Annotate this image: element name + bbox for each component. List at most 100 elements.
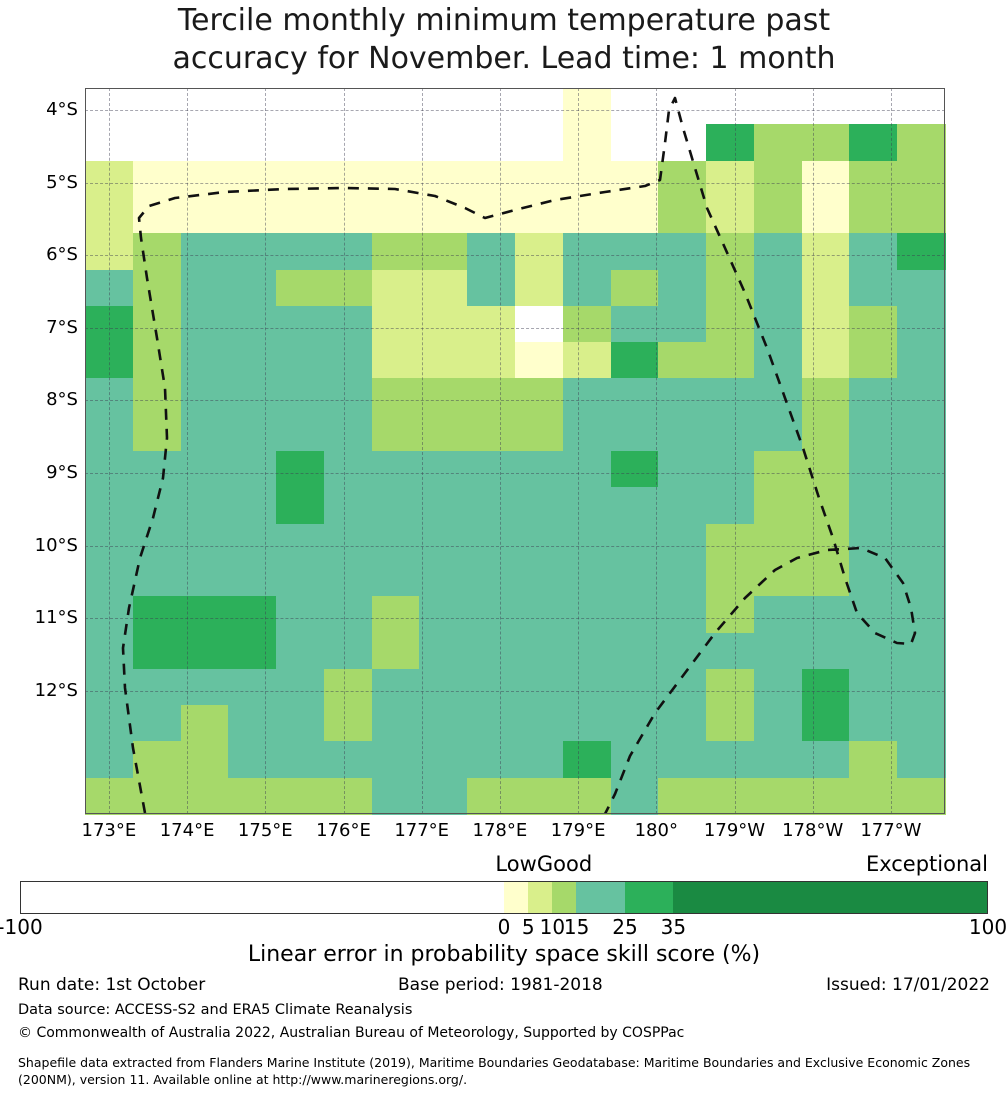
heatmap-cell [371, 233, 421, 271]
heatmap-cell [562, 342, 612, 379]
heatmap-cell [515, 233, 564, 271]
heatmap-cell [897, 705, 946, 742]
heatmap-cell [467, 414, 516, 452]
heatmap-cell [801, 705, 851, 742]
heatmap-cell [132, 777, 182, 815]
heatmap-cell [562, 596, 612, 634]
heatmap-cell [180, 378, 229, 416]
heatmap-cell [180, 596, 229, 634]
colorbar-tick-label: 100 [968, 915, 1008, 939]
heatmap-cell [132, 305, 182, 343]
colorbar-band [624, 882, 674, 913]
heatmap-cell [228, 451, 277, 488]
heatmap-cell [706, 741, 755, 779]
heatmap-cell [132, 342, 182, 379]
heatmap-cell [562, 777, 612, 815]
heatmap-cell [323, 451, 373, 488]
heatmap-cell [419, 668, 468, 706]
heatmap-cell [180, 233, 229, 271]
heatmap-cell [515, 196, 564, 234]
heatmap-cell [706, 269, 755, 307]
heatmap-cell [753, 342, 803, 379]
heatmap-cell [801, 305, 851, 343]
heatmap-cell [753, 668, 803, 706]
heatmap-cell [419, 451, 468, 488]
heatmap-cell [849, 668, 898, 706]
heatmap-cell [658, 305, 707, 343]
heatmap-cell [562, 124, 612, 162]
heatmap-cell [132, 414, 182, 452]
heatmap-cell [85, 378, 134, 416]
heatmap-cell [515, 378, 564, 416]
y-axis-tick-label: 8°S [46, 389, 78, 411]
heatmap-cell [180, 451, 229, 488]
heatmap-cell [610, 705, 659, 742]
heatmap-cell [897, 124, 946, 162]
heatmap-cell [228, 160, 277, 198]
heatmap-cell [753, 777, 803, 815]
heatmap-cell [562, 378, 612, 416]
heatmap-cell [562, 305, 612, 343]
colorbar-tick-label: 5 [521, 915, 535, 939]
heatmap-cell [228, 305, 277, 343]
heatmap-cell [228, 342, 277, 379]
colorbar-tick-labels: -100 0 5 10 15 25 35 100 [0, 916, 1008, 940]
heatmap-cell [276, 596, 325, 634]
colorbar [20, 881, 988, 914]
heatmap-cell [228, 632, 277, 670]
heatmap-cell [562, 523, 612, 561]
heatmap-cell [706, 523, 755, 561]
heatmap-cell [849, 196, 898, 234]
heatmap-cell [467, 233, 516, 271]
heatmap-cell [801, 741, 851, 779]
footer-shapefile-note: Shapefile data extracted from Flanders M… [18, 1055, 971, 1087]
heatmap-cell [706, 342, 755, 379]
heatmap-cell [610, 451, 659, 488]
heatmap-cell [515, 305, 564, 343]
heatmap-cell [323, 305, 373, 343]
heatmap-cell [658, 632, 707, 670]
heatmap-cell [706, 777, 755, 815]
heatmap-cell [753, 305, 803, 343]
colorbar-band [504, 882, 529, 913]
heatmap-cell [276, 342, 325, 379]
heatmap-cell [85, 414, 134, 452]
heatmap-cell [515, 777, 564, 815]
heatmap-cell [610, 160, 659, 198]
heatmap-cell [562, 668, 612, 706]
heatmap-cell [85, 305, 134, 343]
heatmap-cell [276, 451, 325, 488]
heatmap-cell [658, 523, 707, 561]
heatmap-cell [801, 668, 851, 706]
heatmap-cell [753, 196, 803, 234]
heatmap-cell [753, 559, 803, 597]
heatmap-cell [897, 632, 946, 670]
heatmap-cell [228, 523, 277, 561]
heatmap-cell [180, 160, 229, 198]
heatmap-cell [562, 741, 612, 779]
colorbar-category-label: Exceptional [865, 852, 988, 876]
heatmap-cell [658, 596, 707, 634]
heatmap-cell [132, 668, 182, 706]
heatmap-cell [419, 342, 468, 379]
heatmap-cell [753, 269, 803, 307]
heatmap-cell [467, 559, 516, 597]
heatmap-cell [276, 269, 325, 307]
heatmap-cell [419, 196, 468, 234]
heatmap-cell [706, 668, 755, 706]
heatmap-cell [228, 378, 277, 416]
heatmap-cell [801, 487, 851, 525]
heatmap-cell [132, 523, 182, 561]
footer-copyright: © Commonwealth of Australia 2022, Austra… [18, 1025, 685, 1041]
heatmap-cell [419, 777, 468, 815]
heatmap-cell [897, 342, 946, 379]
heatmap-cell [371, 705, 421, 742]
heatmap-cell [228, 705, 277, 742]
heatmap-cell [897, 414, 946, 452]
heatmap-cell [419, 269, 468, 307]
heatmap-cell [371, 632, 421, 670]
colorbar-band [673, 882, 987, 913]
heatmap-cell [610, 632, 659, 670]
heatmap-cell [562, 705, 612, 742]
colorbar-category-labels: Low Good Exceptional [0, 852, 1008, 878]
